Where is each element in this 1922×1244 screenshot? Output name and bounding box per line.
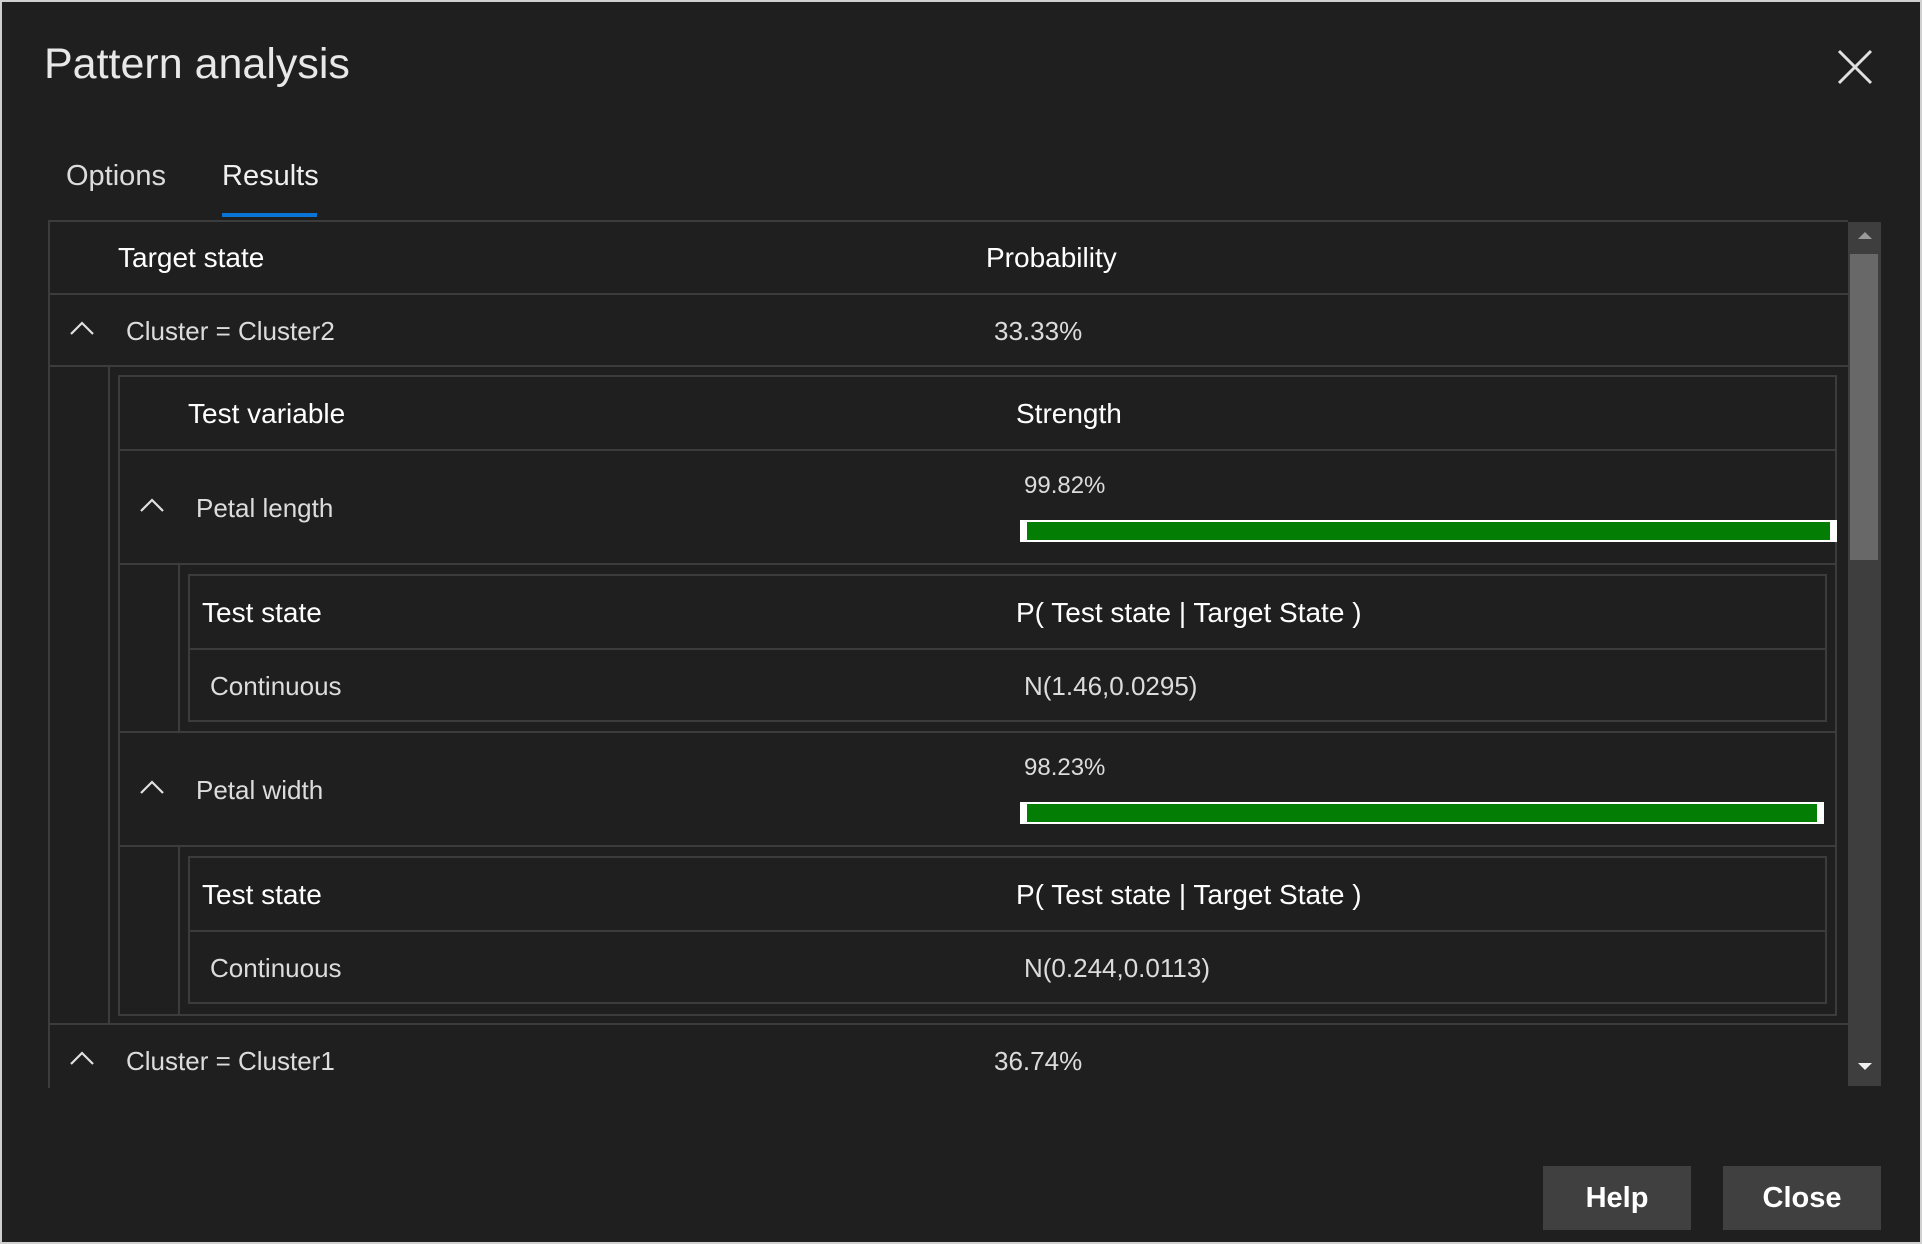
cluster-label: Cluster = Cluster1 — [126, 1046, 335, 1076]
header-p-test-given-target: P( Test state | Target State ) — [1016, 879, 1362, 910]
results-table — [48, 220, 1848, 1088]
active-tab-indicator — [222, 213, 317, 217]
chevron-up-icon[interactable] — [69, 1050, 95, 1066]
help-button[interactable]: Help — [1543, 1166, 1691, 1230]
chevron-up-icon[interactable] — [69, 320, 95, 336]
cluster-probability: 36.74% — [994, 1046, 1083, 1076]
variable-table — [118, 375, 1837, 1016]
test-state: Continuous — [210, 953, 342, 983]
close-button[interactable]: Close — [1723, 1166, 1881, 1230]
state-probability: N(1.46,0.0295) — [1024, 671, 1198, 701]
cluster-label: Cluster = Cluster2 — [126, 316, 335, 346]
strength-bar — [1020, 802, 1824, 824]
variable-name: Petal length — [196, 493, 334, 523]
chevron-up-icon[interactable] — [139, 779, 165, 795]
header-strength: Strength — [1016, 398, 1122, 429]
test-state: Continuous — [210, 671, 342, 701]
header-target-state: Target state — [118, 242, 265, 273]
state-probability: N(0.244,0.0113) — [1024, 953, 1210, 983]
header-test-variable: Test variable — [188, 398, 346, 429]
scroll-up-arrow-icon[interactable] — [1857, 230, 1873, 240]
scrollbar-thumb[interactable] — [1850, 254, 1878, 560]
strength-bar — [1020, 520, 1837, 542]
tab-results[interactable]: Results — [222, 160, 319, 192]
scroll-down-arrow-icon[interactable] — [1857, 1062, 1873, 1072]
close-icon[interactable] — [1836, 48, 1874, 86]
variable-name: Petal width — [196, 775, 324, 805]
dialog-title: Pattern analysis — [44, 40, 350, 88]
cluster-probability: 33.33% — [994, 316, 1083, 346]
chevron-up-icon[interactable] — [139, 497, 165, 513]
header-p-test-given-target: P( Test state | Target State ) — [1016, 597, 1362, 628]
header-probability: Probability — [986, 242, 1117, 273]
tab-options[interactable]: Options — [66, 160, 166, 192]
strength-label: 99.82% — [1024, 472, 1106, 499]
header-test-state: Test state — [202, 879, 322, 910]
header-test-state: Test state — [202, 597, 322, 628]
strength-label: 98.23% — [1024, 754, 1106, 781]
